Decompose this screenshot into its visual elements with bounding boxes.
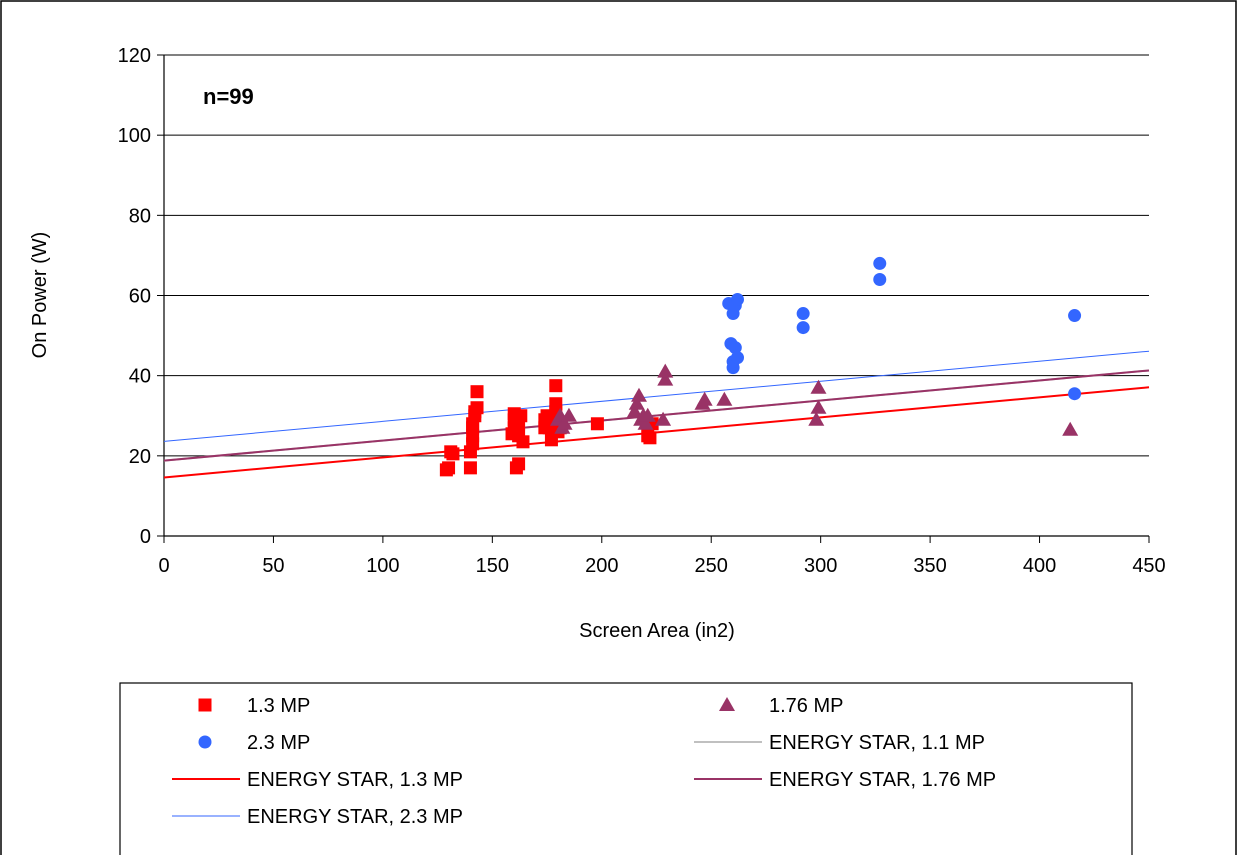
x-tick-label: 50	[262, 555, 284, 577]
point-1-76-mp	[657, 363, 674, 378]
legend-1-3-mp-marker	[198, 698, 212, 712]
y-tick-label: 120	[118, 45, 151, 67]
x-tick-label: 100	[366, 555, 399, 577]
x-tick-label: 0	[158, 555, 169, 577]
legend-1-76-mp-marker	[719, 697, 735, 711]
point-2-3-mp	[873, 272, 887, 286]
point-1-76-mp	[639, 407, 656, 422]
y-tick-label: 60	[129, 286, 151, 308]
legend-box	[119, 682, 1133, 860]
reference-lines	[163, 350, 1150, 479]
annotation-n: n=99	[203, 84, 254, 109]
x-tick-label: 300	[804, 555, 837, 577]
point-1-76-mp	[1062, 421, 1079, 436]
point-2-3-mp	[873, 256, 887, 270]
line-energy-star-1-76-mp	[163, 369, 1150, 462]
point-1-3-mp	[643, 431, 657, 445]
point-2-3-mp	[1068, 387, 1082, 401]
point-1-3-mp	[470, 385, 484, 399]
legend: 1.3 MP 1.76 MP 2.3 MP ENERGY STAR, 1.1 MP EN…	[119, 682, 1133, 860]
point-1-3-mp	[442, 461, 456, 475]
legend-energy-star-1-1-mp-label: ENERGY STAR, 1.1 MP	[769, 732, 985, 754]
line-energy-star-2-3-mp	[163, 350, 1150, 442]
line-energy-star-1-3-mp	[163, 386, 1150, 479]
y-tick-label: 0	[140, 526, 151, 548]
legend-1-3-mp-label: 1.3 MP	[247, 695, 310, 717]
point-1-76-mp	[560, 407, 577, 422]
point-1-3-mp	[549, 397, 563, 411]
point-1-3-mp	[463, 461, 477, 475]
point-1-76-mp	[808, 411, 825, 426]
x-tick-label: 450	[1132, 555, 1165, 577]
point-1-3-mp	[514, 409, 528, 423]
data-points	[439, 256, 1082, 477]
point-1-76-mp	[810, 379, 827, 394]
x-axis-label: Screen Area (in2)	[579, 620, 735, 642]
point-1-76-mp	[556, 415, 573, 430]
x-tick-label: 350	[913, 555, 946, 577]
point-1-76-mp	[637, 415, 654, 430]
x-tick-label: 150	[476, 555, 509, 577]
y-axis-label: On Power (W)	[29, 232, 51, 359]
point-1-76-mp	[628, 395, 645, 410]
point-1-3-mp	[512, 457, 526, 471]
y-tick-label: 100	[118, 125, 151, 147]
point-1-76-mp	[810, 399, 827, 414]
point-1-76-mp	[630, 387, 647, 402]
point-1-76-mp	[716, 391, 733, 406]
legend-2-3-mp-label: 2.3 MP	[247, 732, 310, 754]
gridlines	[164, 54, 1149, 457]
point-1-76-mp	[655, 411, 672, 426]
point-2-3-mp	[796, 307, 810, 321]
point-2-3-mp	[1068, 309, 1082, 323]
x-tick-label: 400	[1023, 555, 1056, 577]
y-tick-label: 20	[129, 446, 151, 468]
x-tick-label: 250	[695, 555, 728, 577]
point-1-3-mp	[446, 447, 460, 461]
point-2-3-mp	[728, 341, 742, 355]
x-tick-label: 200	[585, 555, 618, 577]
point-1-3-mp	[470, 401, 484, 415]
point-1-76-mp	[626, 403, 643, 418]
point-1-3-mp	[516, 435, 530, 449]
axes: 0 20 40 60 80 100 120 0 50 100 150 200 250 300 350 400 4…	[118, 45, 1166, 577]
point-2-3-mp	[730, 351, 744, 365]
legend-2-3-mp-marker	[198, 735, 212, 749]
legend-energy-star-1-76-mp-label: ENERGY STAR, 1.76 MP	[769, 769, 996, 791]
point-1-3-mp	[549, 379, 563, 393]
point-1-76-mp	[696, 391, 713, 406]
legend-energy-star-2-3-mp-label: ENERGY STAR, 2.3 MP	[247, 806, 463, 828]
legend-energy-star-1-3-mp-label: ENERGY STAR, 1.3 MP	[247, 769, 463, 791]
legend-1-76-mp-label: 1.76 MP	[769, 695, 843, 717]
point-2-3-mp	[796, 321, 810, 335]
y-tick-label: 80	[129, 205, 151, 227]
point-1-76-mp	[657, 371, 674, 386]
point-1-3-mp	[590, 417, 604, 431]
point-2-3-mp	[730, 293, 744, 307]
y-tick-label: 40	[129, 366, 151, 388]
